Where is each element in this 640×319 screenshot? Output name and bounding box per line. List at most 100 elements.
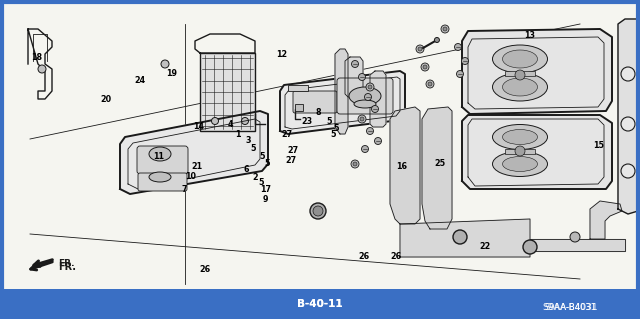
Circle shape (241, 117, 248, 124)
Text: B-40-11: B-40-11 (297, 299, 343, 309)
Text: 25: 25 (435, 159, 446, 168)
Polygon shape (120, 111, 268, 194)
Circle shape (456, 70, 463, 78)
Circle shape (426, 80, 434, 88)
Text: 19: 19 (166, 69, 177, 78)
Text: 4: 4 (228, 120, 233, 129)
Text: 17: 17 (260, 185, 271, 194)
Text: 27: 27 (285, 156, 297, 165)
Polygon shape (390, 107, 420, 224)
Polygon shape (345, 57, 363, 97)
Circle shape (365, 93, 371, 100)
Text: 5: 5 (265, 159, 270, 168)
Circle shape (515, 146, 525, 156)
Polygon shape (590, 201, 622, 239)
Text: 11: 11 (153, 152, 164, 161)
Circle shape (523, 240, 537, 254)
FancyBboxPatch shape (137, 146, 188, 174)
Text: B-40-11: B-40-11 (297, 299, 343, 309)
Text: 14: 14 (193, 122, 204, 130)
Text: 6: 6 (244, 165, 249, 174)
Polygon shape (370, 71, 386, 127)
Ellipse shape (493, 45, 547, 73)
Polygon shape (335, 49, 348, 134)
Text: 26: 26 (358, 252, 369, 261)
Text: 22: 22 (479, 242, 491, 251)
Text: FR.: FR. (58, 259, 74, 269)
Circle shape (441, 25, 449, 33)
Circle shape (621, 67, 635, 81)
Text: 26: 26 (390, 252, 401, 261)
Circle shape (416, 45, 424, 53)
FancyBboxPatch shape (293, 91, 337, 113)
Text: 1: 1 (236, 130, 241, 139)
Bar (2, 289, 638, 317)
Text: 5: 5 (333, 124, 339, 133)
Circle shape (423, 65, 427, 69)
Text: 27: 27 (287, 146, 299, 155)
Text: 5: 5 (260, 152, 265, 161)
Circle shape (211, 117, 218, 124)
Text: 5: 5 (330, 130, 335, 139)
Text: 16: 16 (396, 162, 408, 171)
Circle shape (38, 65, 46, 73)
Text: 10: 10 (185, 172, 196, 181)
Circle shape (313, 206, 323, 216)
Circle shape (428, 82, 432, 86)
Circle shape (366, 83, 374, 91)
Text: 24: 24 (134, 76, 145, 85)
Ellipse shape (349, 87, 381, 105)
Text: 2: 2 (252, 173, 257, 182)
Circle shape (435, 38, 440, 42)
Circle shape (454, 43, 461, 50)
Circle shape (443, 27, 447, 31)
Polygon shape (422, 107, 452, 229)
Polygon shape (530, 239, 625, 251)
Circle shape (374, 137, 381, 145)
Circle shape (351, 61, 358, 68)
FancyBboxPatch shape (138, 173, 187, 191)
Circle shape (570, 232, 580, 242)
Circle shape (351, 160, 359, 168)
Text: 3: 3 (246, 137, 251, 145)
Circle shape (453, 230, 467, 244)
FancyBboxPatch shape (337, 78, 393, 114)
Circle shape (515, 70, 525, 80)
Text: 5: 5 (250, 144, 255, 153)
Text: 12: 12 (276, 50, 287, 59)
Polygon shape (400, 219, 530, 257)
Circle shape (371, 106, 378, 113)
Bar (295, 104, 303, 111)
Circle shape (621, 164, 635, 178)
Ellipse shape (502, 78, 538, 96)
Bar (288, 85, 308, 91)
Text: S9AA-B4031: S9AA-B4031 (544, 302, 596, 311)
Circle shape (367, 128, 374, 135)
Text: 9: 9 (263, 195, 268, 204)
Ellipse shape (149, 147, 171, 161)
Polygon shape (462, 29, 612, 114)
Ellipse shape (493, 152, 547, 176)
Text: 20: 20 (100, 95, 111, 104)
Text: 5: 5 (259, 178, 264, 187)
Polygon shape (462, 115, 612, 189)
Text: 5: 5 (327, 117, 332, 126)
Text: FR.: FR. (58, 262, 76, 272)
Circle shape (621, 117, 635, 131)
Text: 21: 21 (191, 162, 203, 171)
Text: 15: 15 (593, 141, 604, 150)
Text: 27: 27 (281, 130, 292, 139)
Ellipse shape (502, 50, 538, 68)
Text: 23: 23 (301, 117, 313, 126)
Bar (505, 149, 535, 154)
Circle shape (161, 60, 169, 68)
Polygon shape (280, 71, 405, 134)
Circle shape (461, 57, 468, 64)
Text: S9AA-B4031: S9AA-B4031 (542, 302, 598, 311)
Ellipse shape (502, 130, 538, 145)
Text: 18: 18 (31, 53, 43, 62)
Circle shape (368, 85, 372, 89)
Ellipse shape (493, 73, 547, 101)
Text: 8: 8 (316, 108, 321, 117)
Bar (505, 71, 535, 76)
